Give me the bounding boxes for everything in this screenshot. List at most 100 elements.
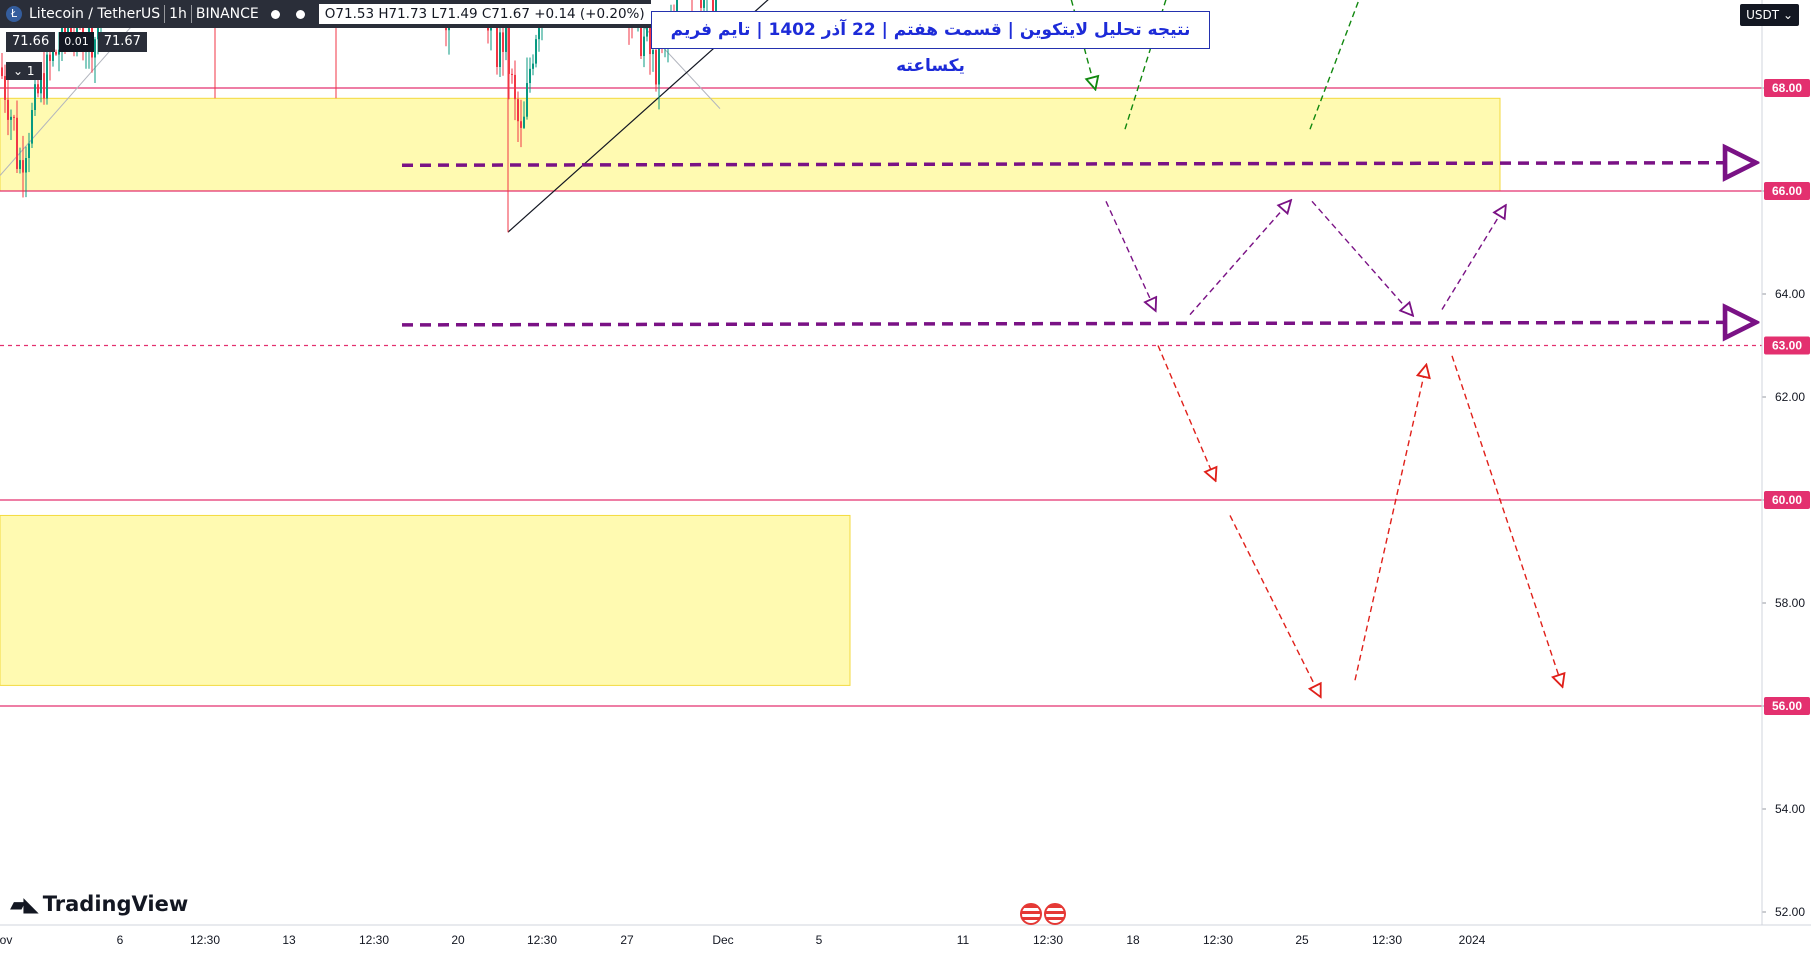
symbol-name[interactable]: Litecoin / TetherUS [29,6,161,22]
y-tick-label: 54.00 [1775,802,1805,816]
candle-body [523,116,525,128]
symbol-logo-icon: Ł [6,6,22,22]
x-tick-label: 12:30 [359,933,389,947]
y-tick-label: 52.00 [1775,905,1805,919]
x-tick-label: 11 [957,933,970,947]
level-arrow [401,322,1752,325]
candle-body [70,27,72,34]
candle-body [67,27,69,33]
price-level-tag-label: 56.00 [1772,699,1802,713]
scenario-arrow-purple [1105,201,1155,309]
divider [164,5,166,23]
candle-body [16,117,18,169]
tradingview-logo[interactable]: ▰◣ TradingView [10,892,188,916]
bid-price[interactable]: 71.66 [6,32,56,52]
candle-body [28,143,30,159]
candle-body [646,27,648,37]
scenario-arrow-red [1229,515,1320,695]
x-tick-label: 12:30 [1203,933,1233,947]
trendline [507,0,769,233]
y-tick-label: 58.00 [1775,596,1805,610]
tradingview-mark-icon: ▰◣ [10,892,39,916]
candle-body [505,22,507,52]
ask-price[interactable]: 71.67 [97,32,147,52]
x-tick-label: ov [0,933,12,947]
us-flag-icon[interactable] [1020,903,1042,925]
trendline [0,0,156,176]
candle-body [43,73,45,99]
x-tick-label: 20 [451,933,465,947]
interval-label[interactable]: 1h [169,6,187,22]
spread-value: 0.01 [59,32,94,52]
us-flag-icon[interactable] [1044,903,1066,925]
scenario-arrow-purple [1189,201,1290,316]
candle-body [532,63,534,69]
scenario-arrow-green [1070,0,1095,88]
x-tick-label: 5 [816,933,823,947]
candle-body [25,158,27,173]
x-tick-label: 18 [1126,933,1140,947]
candle-body [40,73,42,94]
chart-title: نتیجه تحلیل لایتکوین | قسمت هفتم | 22 آذ… [651,11,1210,76]
x-tick-label: 12:30 [1033,933,1063,947]
indicator-count: 1 [26,64,35,78]
candle-body [37,84,39,94]
x-tick-label: Dec [712,933,733,947]
candle-body [652,50,654,55]
price-level-tag-label: 63.00 [1772,339,1802,353]
candle-body [34,84,36,110]
market-status-icon [295,9,305,19]
price-level-tag [1764,336,1810,355]
candle-body [514,74,516,100]
candle-body [508,22,510,74]
candle-body [499,32,501,67]
price-level-tag [1764,79,1810,97]
candle-body [643,36,645,57]
candle-body [58,49,60,55]
price-level-tag-label: 66.00 [1772,184,1802,198]
x-tick-label: 12:30 [1372,933,1402,947]
candle-body [1,67,3,77]
quote-box: 71.66 0.01 71.67 [6,32,147,52]
candle-body [10,116,12,120]
price-level-tag-label: 68.00 [1772,81,1802,95]
scenario-arrow-red [1451,355,1562,686]
x-tick-label: 12:30 [190,933,220,947]
candle-body [676,0,678,14]
candle-body [496,17,498,67]
x-tick-label: 13 [282,933,296,947]
candle-body [703,0,705,8]
candle-body [529,68,531,84]
candle-body [49,54,51,61]
candle-body [502,32,504,52]
candle-body [7,99,9,120]
candle-body [538,22,540,40]
candle-body [52,51,54,61]
candle-body [31,109,33,144]
candle-body [526,83,528,117]
scenario-arrow-purple [1311,200,1412,314]
candle-body [511,73,513,75]
candle-body [13,116,15,118]
price-level-tag-label: 60.00 [1772,493,1802,507]
market-status-icon [270,9,280,19]
brand-name: TradingView [42,892,189,916]
indicators-toggle-button[interactable]: ⌄ 1 [6,62,42,80]
events-markers[interactable] [1020,903,1066,925]
scenario-arrow-red [1354,366,1426,681]
currency-select[interactable]: USDT ⌄ [1740,4,1799,26]
candle-body [22,160,24,173]
chevron-down-icon: ⌄ [13,64,24,78]
symbol-header[interactable]: Ł Litecoin / TetherUS 1h BINANCE O71.53 … [0,0,651,28]
divider [190,5,192,23]
currency-label: USDT [1746,8,1780,22]
exchange-label[interactable]: BINANCE [195,6,259,22]
x-tick-label: 27 [620,933,634,947]
x-tick-label: 25 [1295,933,1309,947]
price-level-tag [1764,182,1810,200]
scenario-arrow-purple [1441,206,1505,310]
candle-body [46,54,48,99]
candle-body [658,41,660,85]
x-tick-label: 6 [117,933,124,947]
